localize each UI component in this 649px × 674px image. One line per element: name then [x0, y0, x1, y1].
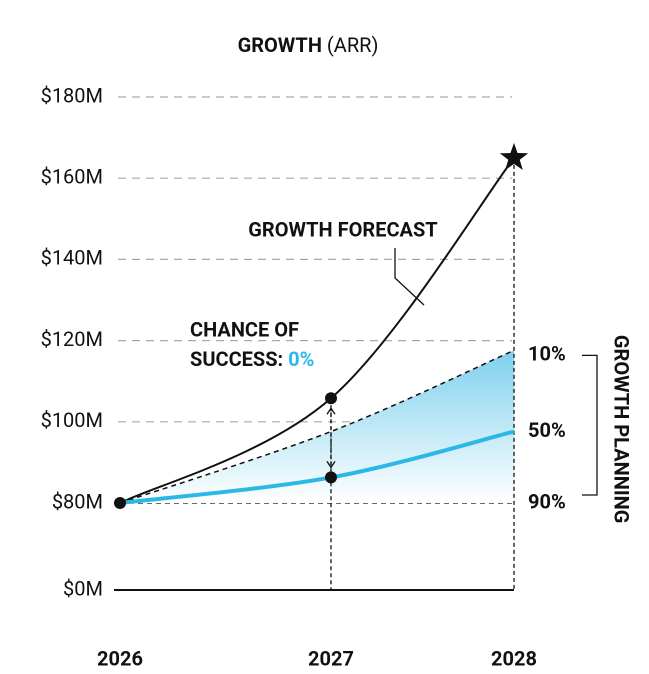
x-tick-label: 2028	[491, 646, 537, 670]
star	[499, 142, 529, 171]
chart-title: GROWTH (ARR)	[238, 33, 379, 57]
legend-label: 10%	[528, 342, 566, 366]
point	[114, 497, 126, 509]
arrow-head	[326, 407, 336, 469]
title: GROWTH	[238, 33, 322, 57]
y-tick-label: $0M	[63, 576, 103, 600]
y-tick-label: $160M	[41, 164, 103, 188]
legend-label: 50%	[528, 418, 566, 442]
forecast-label: GROWTH FORECAST	[248, 217, 437, 241]
success-value: 0%	[288, 347, 314, 371]
point	[325, 392, 337, 405]
success-text: SUCCESS:	[190, 347, 283, 371]
title-suffix: (ARR)	[327, 33, 379, 57]
point	[325, 471, 337, 484]
x-tick-label: 2026	[97, 646, 143, 670]
y-tick-label: $140M	[41, 246, 103, 270]
legend-label: 90%	[528, 489, 566, 513]
x-tick-label: 2027	[308, 646, 354, 670]
planning-label: GROWTH PLANNING	[610, 335, 634, 524]
y-tick-label: $120M	[41, 327, 103, 351]
y-tick-label: $100M	[41, 408, 103, 432]
leader	[394, 248, 425, 306]
success-label: CHANCE OF	[190, 317, 299, 341]
band-area	[120, 350, 514, 503]
y-tick-label: $80M	[52, 489, 103, 513]
bracket	[582, 354, 598, 496]
success-label: SUCCESS: 0%	[190, 347, 314, 371]
y-tick-label: $180M	[41, 83, 103, 107]
